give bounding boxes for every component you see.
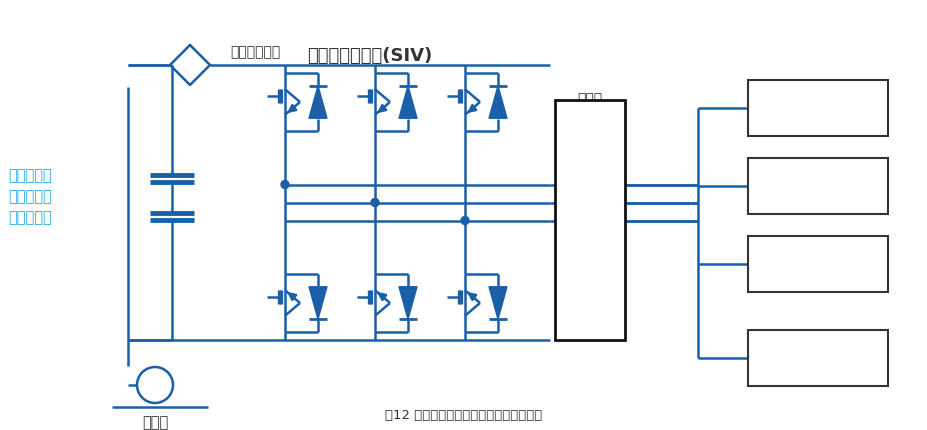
Bar	[554, 100, 624, 340]
Bar	[747, 80, 887, 136]
Text: 照明: 照明	[808, 178, 826, 194]
Text: 補助インバータ(SIV): 補助インバータ(SIV)	[307, 47, 432, 65]
Text: エネルギー
バッファ用
コンデンサ: エネルギー バッファ用 コンデンサ	[8, 169, 52, 225]
Circle shape	[461, 216, 468, 224]
Text: ブレーキ
システム: ブレーキ システム	[799, 248, 835, 280]
Bar	[747, 330, 887, 386]
Text: 図12 電鉄車両の補助電源の基本的な構成: 図12 電鉄車両の補助電源の基本的な構成	[385, 409, 542, 422]
Polygon shape	[399, 287, 416, 319]
Text: その他: その他	[804, 350, 831, 366]
Bar	[747, 236, 887, 292]
Circle shape	[371, 199, 378, 206]
Text: 架線（直流）: 架線（直流）	[230, 45, 280, 59]
Polygon shape	[489, 287, 506, 319]
Text: レール: レール	[142, 415, 168, 430]
Text: 空調: 空調	[808, 101, 826, 116]
Text: 変圧器: 変圧器	[577, 92, 602, 106]
Polygon shape	[309, 287, 326, 319]
Polygon shape	[489, 86, 506, 118]
Polygon shape	[309, 86, 326, 118]
Circle shape	[281, 181, 288, 188]
Bar	[747, 158, 887, 214]
Polygon shape	[399, 86, 416, 118]
